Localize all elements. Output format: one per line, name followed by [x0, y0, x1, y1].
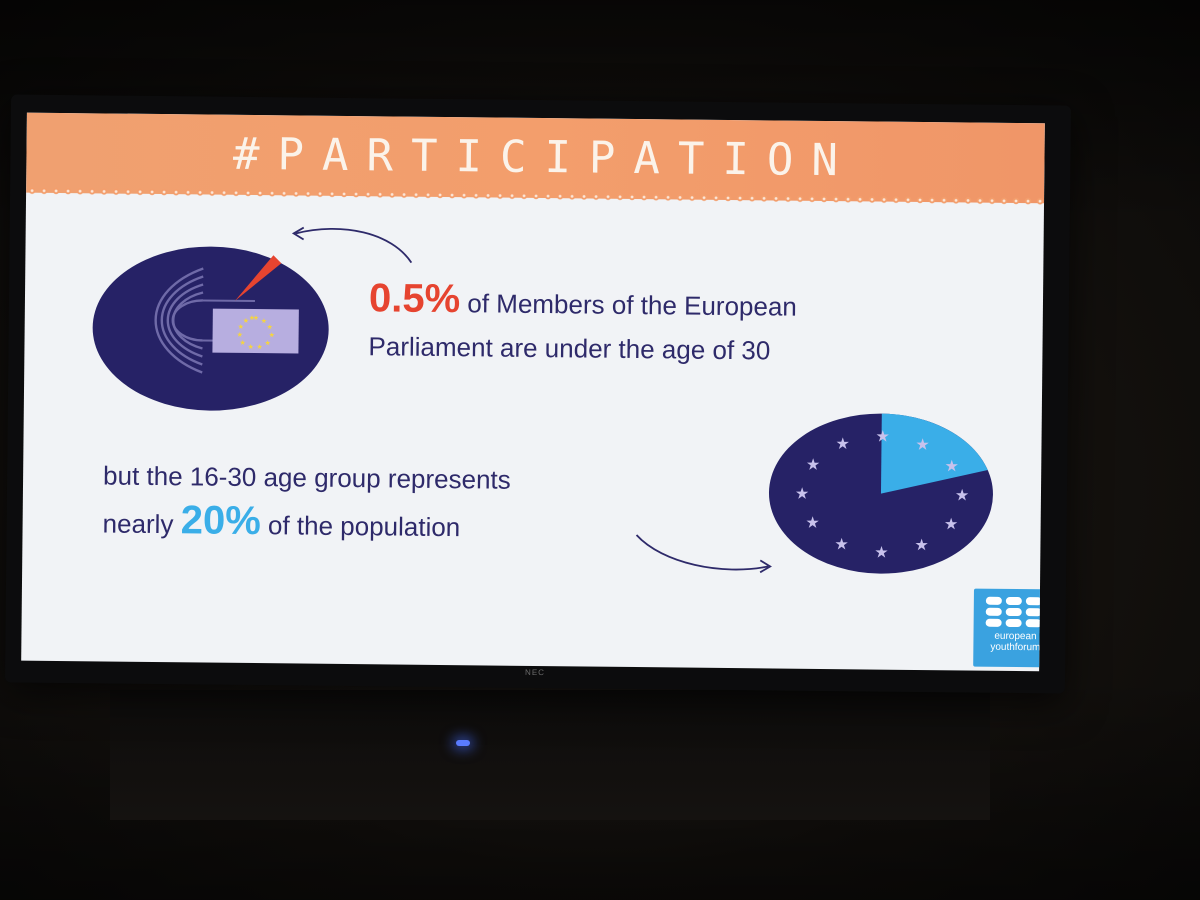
svg-text:★: ★: [267, 323, 273, 331]
eu-star-icon: ★: [915, 435, 930, 454]
speech-bubbles-icon: [985, 596, 1042, 628]
power-led-icon: [456, 740, 470, 746]
stat-mep-line1: of Members of the European: [467, 288, 798, 322]
svg-text:★: ★: [264, 339, 270, 347]
logo-line1: european: [994, 630, 1037, 643]
parliament-slice-red: [234, 255, 282, 301]
arrow-to-parliament-icon: [291, 226, 413, 264]
svg-text:★: ★: [249, 314, 255, 322]
eu-star-icon: ★: [874, 543, 889, 562]
eu-star-icon: ★: [805, 513, 820, 532]
eu-star-icon: ★: [955, 485, 970, 504]
european-youth-forum-logo: european youthforum: [973, 588, 1045, 668]
logo-text: european youthforum: [973, 631, 1045, 654]
stat-youth-prefix: nearly: [102, 508, 174, 540]
eu-population-pie-icon: ★ ★ ★ ★ ★ ★ ★ ★ ★ ★ ★ ★: [768, 413, 993, 574]
svg-text:★: ★: [239, 339, 245, 347]
stat-mep-under-30: 0.5% of Members of the European Parliame…: [368, 276, 1009, 375]
eu-star-icon: ★: [795, 484, 810, 503]
stat-youth-suffix: of the population: [267, 510, 461, 543]
eu-star-icon: ★: [944, 456, 959, 475]
svg-text:★: ★: [256, 343, 262, 351]
stat-mep-line2: Parliament are under the age of 30: [368, 331, 771, 366]
eu-star-icon: ★: [835, 434, 850, 453]
monitor-frame: #PARTICIPATION: [4, 94, 1072, 694]
slide-screen: #PARTICIPATION: [21, 112, 1045, 672]
arrow-to-pie-icon: [635, 534, 772, 574]
eu-star-icon: ★: [875, 427, 890, 446]
monitor-stand: [110, 690, 990, 820]
svg-text:★: ★: [237, 331, 243, 339]
stat-youth-line1: but the 16-30 age group represents: [102, 460, 511, 495]
svg-text:★: ★: [247, 343, 253, 351]
svg-text:★: ★: [238, 323, 244, 331]
svg-text:★: ★: [243, 317, 249, 325]
eu-star-icon: ★: [944, 514, 959, 533]
svg-text:★: ★: [269, 331, 275, 339]
banner-scallop-edge: [26, 184, 1045, 210]
svg-text:★: ★: [253, 314, 259, 322]
youth-share-slice: [880, 413, 988, 494]
eu-star-icon: ★: [806, 455, 821, 474]
logo-line2: youthforum: [990, 641, 1041, 654]
stat-mep-value: 0.5%: [368, 276, 461, 322]
monitor-brand-label: NEC: [525, 667, 546, 678]
eu-flag-icon: [212, 308, 299, 354]
eu-star-icon: ★: [834, 534, 849, 553]
slide-title: #PARTICIPATION: [232, 128, 857, 187]
eu-star-icon: ★: [914, 535, 929, 554]
stat-youth-value: 20%: [180, 498, 262, 544]
parliament-chart-icon: ★ ★★ ★★★ ★★★ ★★ ★: [92, 246, 329, 411]
svg-text:★: ★: [261, 317, 267, 325]
